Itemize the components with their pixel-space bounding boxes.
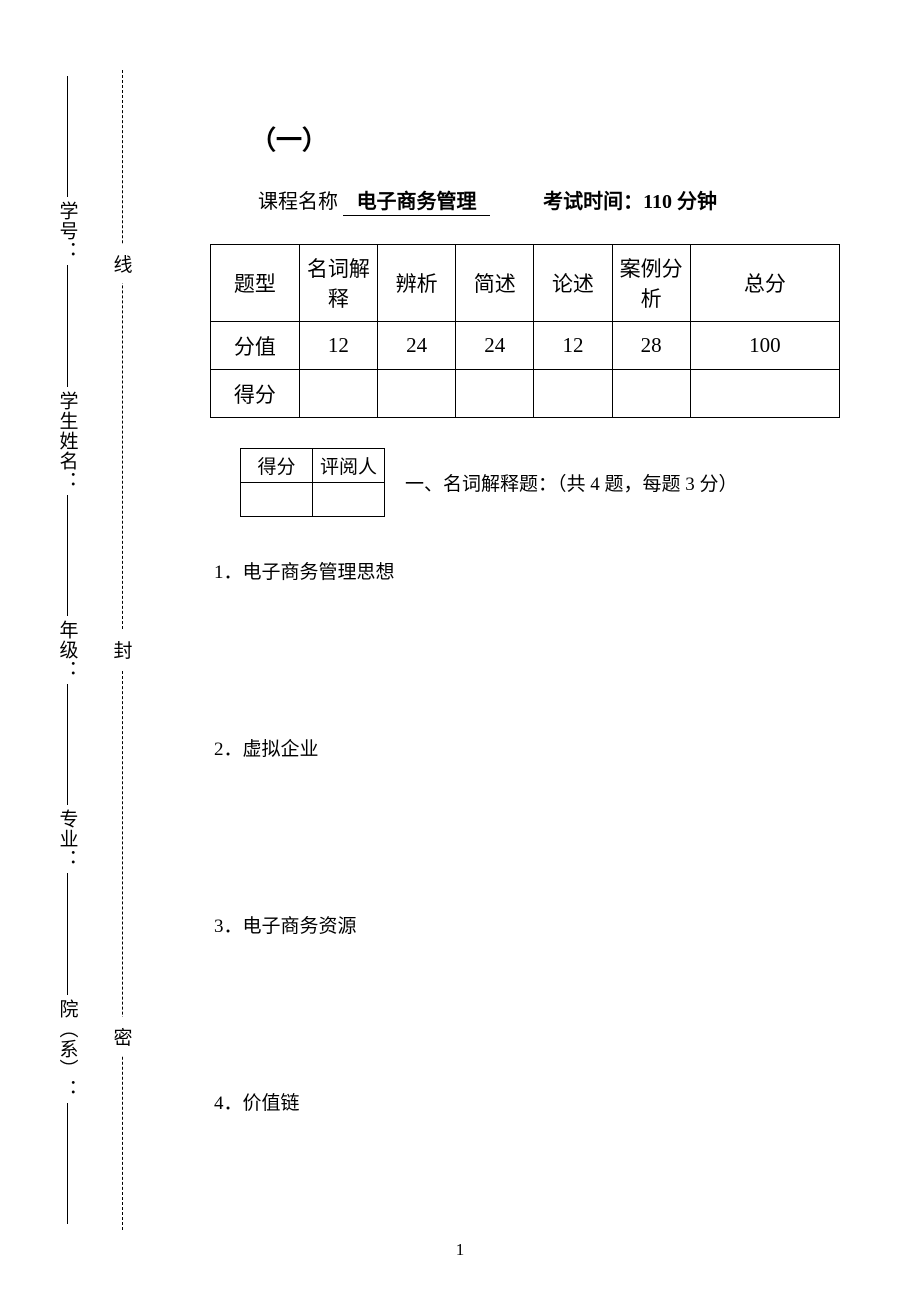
exam-number: （一）: [250, 120, 840, 157]
binding-line: [67, 265, 68, 386]
course-name: 电子商务管理: [343, 185, 490, 216]
binding-line: [67, 1103, 68, 1224]
points-cell: 100: [690, 322, 839, 370]
question-4: 4．价值链: [214, 1088, 840, 1115]
page-number: 1: [0, 1240, 920, 1260]
score-cell[interactable]: [534, 370, 612, 418]
score-table-points-row: 分值 12 24 24 12 28 100: [211, 322, 840, 370]
binding-field-major: 专业：: [54, 809, 81, 869]
grade-box-score-cell[interactable]: [241, 483, 313, 517]
points-cell: 24: [378, 322, 456, 370]
binding-field-grade: 年级：: [54, 620, 81, 680]
col-discrim: 辨析: [378, 245, 456, 322]
col-type: 题型: [211, 245, 300, 322]
score-table: 题型 名词解释 辨析 简述 论述 案例分析 总分 分值 12 24 24 12 …: [210, 244, 840, 418]
seal-char-feng: 封: [114, 630, 133, 669]
col-total: 总分: [690, 245, 839, 322]
score-table-header-row: 题型 名词解释 辨析 简述 论述 案例分析 总分: [211, 245, 840, 322]
score-cell[interactable]: [612, 370, 690, 418]
grade-box-reviewer-hdr: 评阅人: [313, 449, 385, 483]
content-area: （一） 课程名称 电子商务管理 考试时间：110 分钟 题型 名词解释 辨析 简…: [210, 120, 840, 1115]
section-grade-box: 得分 评阅人: [240, 448, 385, 517]
question-3: 3．电子商务资源: [214, 911, 840, 938]
binding-info-column: 学号： 学生姓名： 年级： 专业： 院（系）：: [56, 72, 78, 1228]
score-cell[interactable]: [378, 370, 456, 418]
score-table-score-row: 得分: [211, 370, 840, 418]
binding-field-dept: 院（系）：: [54, 999, 81, 1099]
question-2: 2．虚拟企业: [214, 734, 840, 761]
question-1: 1．电子商务管理思想: [214, 557, 840, 584]
section1-title: 一、名词解释题：（共 4 题，每题 3 分）: [405, 469, 738, 496]
binding-field-student-id: 学号：: [54, 201, 81, 261]
grade-box-reviewer-cell[interactable]: [313, 483, 385, 517]
section1-header: 得分 评阅人 一、名词解释题：（共 4 题，每题 3 分）: [240, 448, 840, 517]
course-label: 课程名称: [258, 191, 338, 213]
col-term: 名词解释: [299, 245, 377, 322]
time-label: 考试时间：: [543, 191, 643, 213]
seal-column: 线 封 密: [116, 70, 130, 1230]
binding-field-name: 学生姓名：: [54, 391, 81, 491]
binding-line: [67, 684, 68, 805]
grade-box-score-hdr: 得分: [241, 449, 313, 483]
seal-char-mi: 密: [114, 1017, 133, 1056]
col-brief: 简述: [456, 245, 534, 322]
binding-line: [67, 873, 68, 994]
col-case: 案例分析: [612, 245, 690, 322]
row-score-label: 得分: [211, 370, 300, 418]
course-name-text: 电子商务管理: [357, 191, 477, 213]
col-essay: 论述: [534, 245, 612, 322]
seal-char-xian: 线: [114, 244, 133, 283]
exam-page: 学号： 学生姓名： 年级： 专业： 院（系）： 线 封 密 （一） 课程名称 电…: [0, 0, 920, 1300]
binding-line: [67, 76, 68, 197]
row-points-label: 分值: [211, 322, 300, 370]
exam-header: 课程名称 电子商务管理 考试时间：110 分钟: [258, 185, 840, 216]
points-cell: 28: [612, 322, 690, 370]
time-value: 110 分钟: [643, 191, 717, 213]
score-cell[interactable]: [299, 370, 377, 418]
points-cell: 24: [456, 322, 534, 370]
score-cell[interactable]: [690, 370, 839, 418]
points-cell: 12: [534, 322, 612, 370]
score-cell[interactable]: [456, 370, 534, 418]
points-cell: 12: [299, 322, 377, 370]
binding-line: [67, 495, 68, 616]
